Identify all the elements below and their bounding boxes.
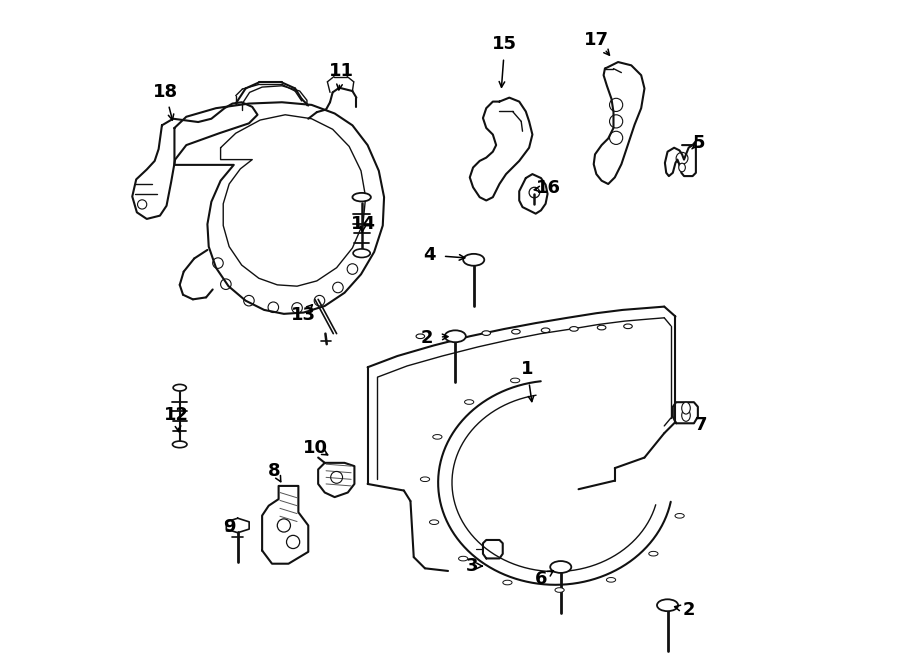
Ellipse shape (511, 330, 520, 334)
Text: 5: 5 (692, 134, 705, 152)
Ellipse shape (570, 326, 578, 331)
Ellipse shape (420, 477, 429, 481)
Ellipse shape (433, 434, 442, 439)
Ellipse shape (681, 402, 690, 414)
Text: 7: 7 (695, 416, 707, 434)
Text: 1: 1 (521, 360, 534, 378)
Ellipse shape (607, 577, 616, 582)
Text: 16: 16 (536, 179, 561, 197)
Ellipse shape (550, 561, 572, 573)
Text: 10: 10 (303, 439, 328, 457)
Text: 12: 12 (164, 406, 189, 424)
Ellipse shape (173, 441, 187, 448)
Ellipse shape (503, 580, 512, 585)
Text: 14: 14 (350, 214, 375, 232)
Ellipse shape (429, 520, 438, 524)
Text: 6: 6 (535, 570, 547, 588)
Ellipse shape (353, 249, 370, 258)
Ellipse shape (649, 551, 658, 556)
Ellipse shape (510, 378, 520, 383)
Ellipse shape (482, 331, 491, 336)
Text: 15: 15 (492, 35, 517, 53)
Ellipse shape (624, 324, 633, 328)
Ellipse shape (464, 400, 473, 404)
Ellipse shape (449, 332, 457, 337)
Text: 9: 9 (223, 518, 236, 536)
Ellipse shape (681, 410, 690, 421)
Text: 2: 2 (682, 601, 695, 619)
Ellipse shape (173, 385, 186, 391)
Ellipse shape (675, 514, 684, 518)
Text: 3: 3 (465, 557, 478, 575)
Text: 13: 13 (291, 306, 316, 324)
Ellipse shape (353, 193, 371, 201)
Ellipse shape (464, 254, 484, 265)
Ellipse shape (445, 330, 466, 342)
Text: 11: 11 (328, 62, 354, 79)
Text: 18: 18 (153, 83, 178, 101)
Text: 17: 17 (584, 30, 608, 48)
Ellipse shape (555, 588, 564, 592)
Ellipse shape (459, 556, 468, 561)
Text: 2: 2 (420, 328, 433, 347)
Text: 4: 4 (423, 246, 436, 264)
Ellipse shape (657, 599, 678, 611)
Ellipse shape (679, 164, 685, 172)
Text: 8: 8 (268, 462, 281, 480)
Ellipse shape (598, 325, 606, 330)
Ellipse shape (541, 328, 550, 332)
Ellipse shape (416, 334, 425, 338)
